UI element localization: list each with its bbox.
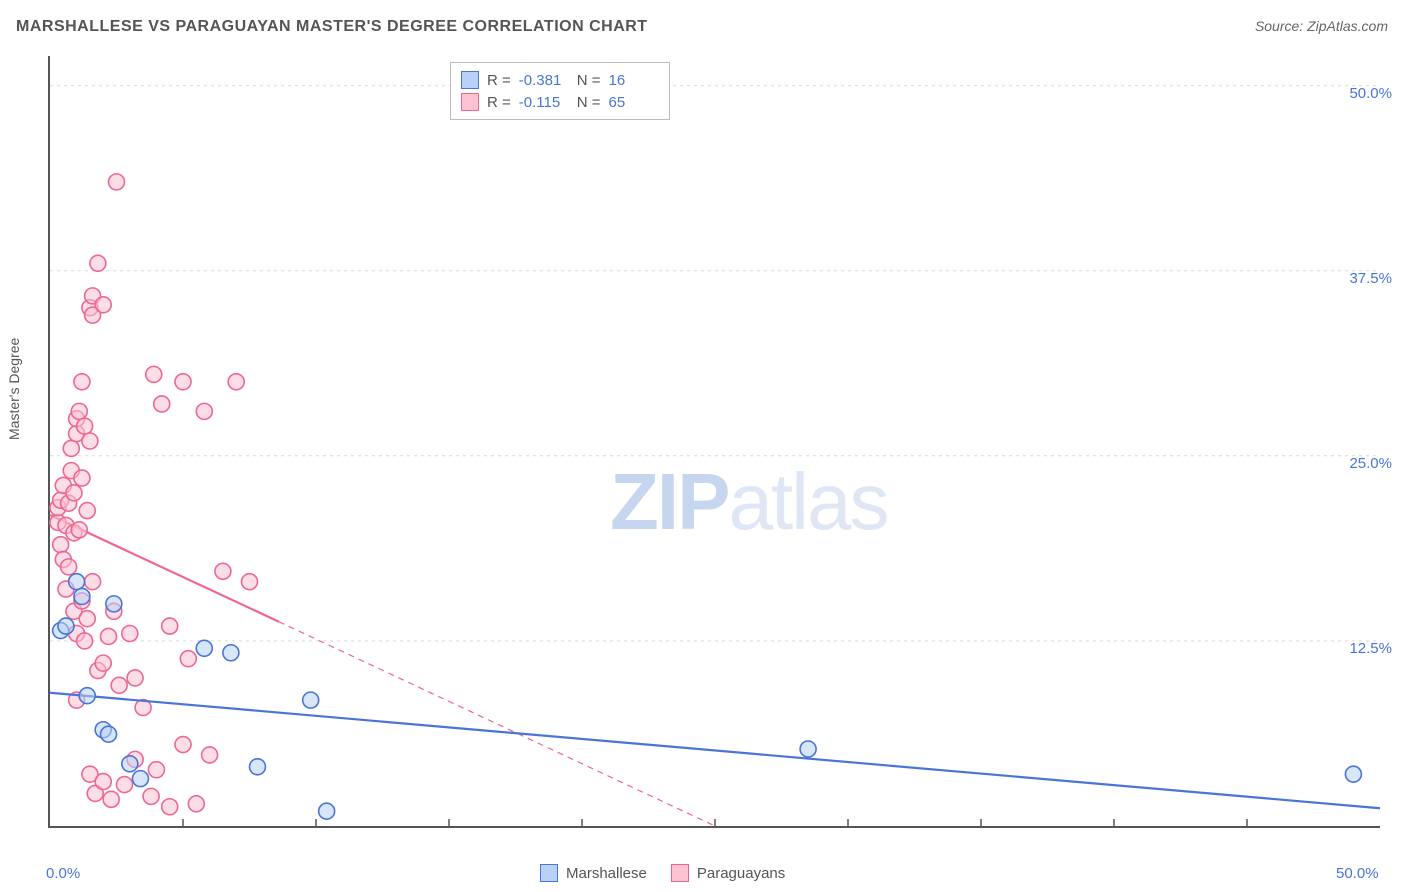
legend-swatch-blue bbox=[461, 71, 479, 89]
r-value: -0.381 bbox=[519, 72, 569, 89]
r-label: R = bbox=[487, 94, 511, 111]
legend-label: Marshallese bbox=[566, 865, 647, 882]
legend-label: Paraguayans bbox=[697, 865, 785, 882]
chart-container: MARSHALLESE VS PARAGUAYAN MASTER'S DEGRE… bbox=[0, 0, 1406, 892]
legend-item: Marshallese bbox=[540, 864, 647, 882]
n-label: N = bbox=[577, 72, 601, 89]
chart-title: MARSHALLESE VS PARAGUAYAN MASTER'S DEGRE… bbox=[16, 18, 648, 36]
n-label: N = bbox=[577, 94, 601, 111]
source-label: Source: ZipAtlas.com bbox=[1255, 18, 1388, 34]
legend-stats: R = -0.381 N = 16 R = -0.115 N = 65 bbox=[450, 62, 670, 120]
r-label: R = bbox=[487, 72, 511, 89]
y-axis-label: Master's Degree bbox=[6, 338, 22, 440]
y-tick-label: 37.5% bbox=[1349, 270, 1392, 287]
legend-swatch-blue bbox=[540, 864, 558, 882]
legend-item: Paraguayans bbox=[671, 864, 785, 882]
legend-stats-row: R = -0.115 N = 65 bbox=[461, 91, 659, 113]
plot-svg bbox=[50, 56, 1380, 826]
r-value: -0.115 bbox=[519, 94, 569, 111]
plot-area: ZIPatlas bbox=[48, 56, 1380, 828]
legend-series: Marshallese Paraguayans bbox=[540, 864, 785, 882]
y-tick-label: 12.5% bbox=[1349, 640, 1392, 657]
x-tick-label-left: 0.0% bbox=[46, 865, 80, 882]
legend-swatch-pink bbox=[461, 93, 479, 111]
legend-swatch-pink bbox=[671, 864, 689, 882]
y-tick-label: 50.0% bbox=[1349, 85, 1392, 102]
n-value: 65 bbox=[609, 94, 659, 111]
n-value: 16 bbox=[609, 72, 659, 89]
x-tick-label-right: 50.0% bbox=[1336, 865, 1379, 882]
y-tick-label: 25.0% bbox=[1349, 455, 1392, 472]
legend-stats-row: R = -0.381 N = 16 bbox=[461, 69, 659, 91]
